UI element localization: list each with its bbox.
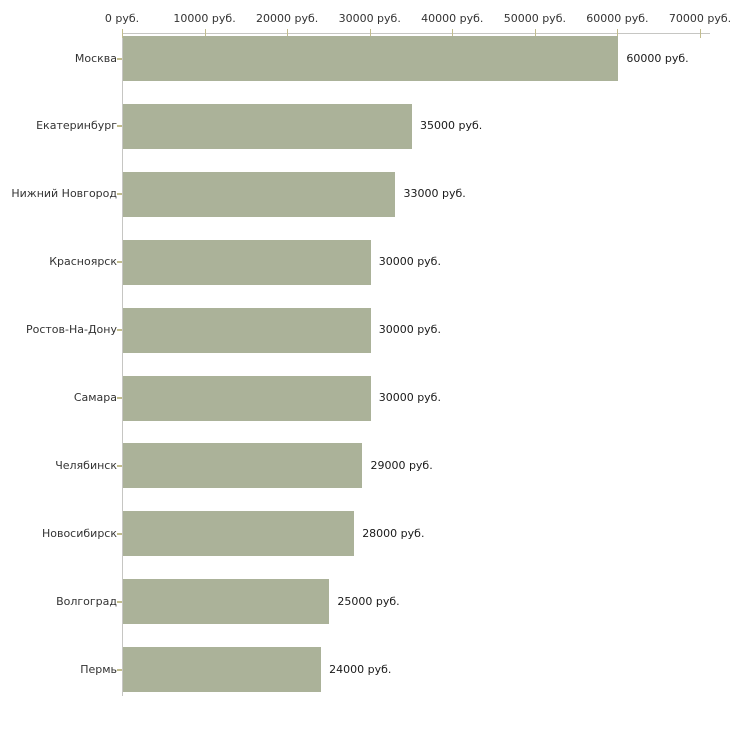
x-axis-tick — [204, 29, 206, 38]
value-label: 30000 руб. — [378, 323, 441, 337]
y-axis-tick — [117, 397, 122, 399]
bar-7 — [123, 511, 355, 557]
value-label: 28000 руб. — [362, 526, 425, 540]
y-axis-tick — [117, 193, 122, 196]
value-label: 60000 руб. — [626, 51, 689, 65]
y-axis-tick — [117, 668, 122, 671]
x-axis-line — [122, 33, 710, 34]
y-axis-tick — [117, 600, 122, 603]
y-axis-line — [122, 33, 123, 696]
value-label: 30000 руб. — [378, 255, 441, 269]
value-label: 25000 руб. — [337, 594, 400, 608]
y-axis-tick — [117, 261, 122, 264]
y-axis-tick — [117, 532, 122, 535]
x-axis-tick — [617, 29, 619, 38]
x-axis-tick-label: 10000 руб. — [173, 12, 236, 25]
x-axis-tick-label: 60000 руб. — [586, 12, 649, 25]
category-label: Екатеринбург — [36, 119, 117, 133]
bar-9 — [123, 647, 322, 693]
x-axis-tick-label: 70000 руб. — [668, 12, 730, 25]
x-axis-tick — [700, 29, 701, 38]
bar-4 — [123, 307, 371, 353]
x-axis-tick — [122, 29, 123, 38]
x-axis-tick-label: 40000 руб. — [421, 12, 484, 25]
value-label: 30000 руб. — [378, 391, 441, 404]
x-axis-tick-label: 0 руб. — [104, 12, 140, 25]
value-label: 24000 руб. — [329, 662, 392, 676]
category-label: Новосибирск — [41, 526, 117, 540]
x-axis-tick-label: 20000 руб. — [256, 12, 319, 25]
value-label: 35000 руб. — [420, 119, 483, 133]
bar-5 — [123, 375, 371, 421]
bar-3 — [123, 239, 371, 285]
x-axis-tick — [452, 29, 454, 38]
bar-0 — [123, 36, 619, 81]
bar-1 — [123, 103, 412, 149]
category-label: Самара — [73, 391, 117, 404]
y-axis-tick — [117, 57, 122, 60]
bar-6 — [123, 443, 363, 489]
value-label: 33000 руб. — [403, 187, 466, 201]
x-axis-tick-label: 30000 руб. — [338, 12, 401, 25]
y-axis-tick — [117, 125, 122, 128]
y-axis-tick — [117, 464, 122, 467]
x-axis-tick — [369, 29, 371, 38]
category-label: Москва — [74, 51, 117, 65]
category-label: Нижний Новгород — [11, 187, 117, 201]
category-label: Волгоград — [56, 594, 117, 608]
bar-2 — [123, 171, 396, 217]
bar-8 — [123, 579, 330, 625]
category-label: Красноярск — [49, 255, 117, 269]
x-axis-tick — [287, 29, 289, 38]
category-label: Пермь — [80, 662, 117, 676]
value-label: 29000 руб. — [370, 458, 433, 472]
y-axis-tick — [117, 329, 122, 332]
x-axis-tick — [534, 29, 536, 38]
x-axis-tick-label: 50000 руб. — [503, 12, 566, 25]
category-label: Челябинск — [55, 458, 117, 472]
category-label: Ростов-На-Дону — [25, 323, 117, 337]
